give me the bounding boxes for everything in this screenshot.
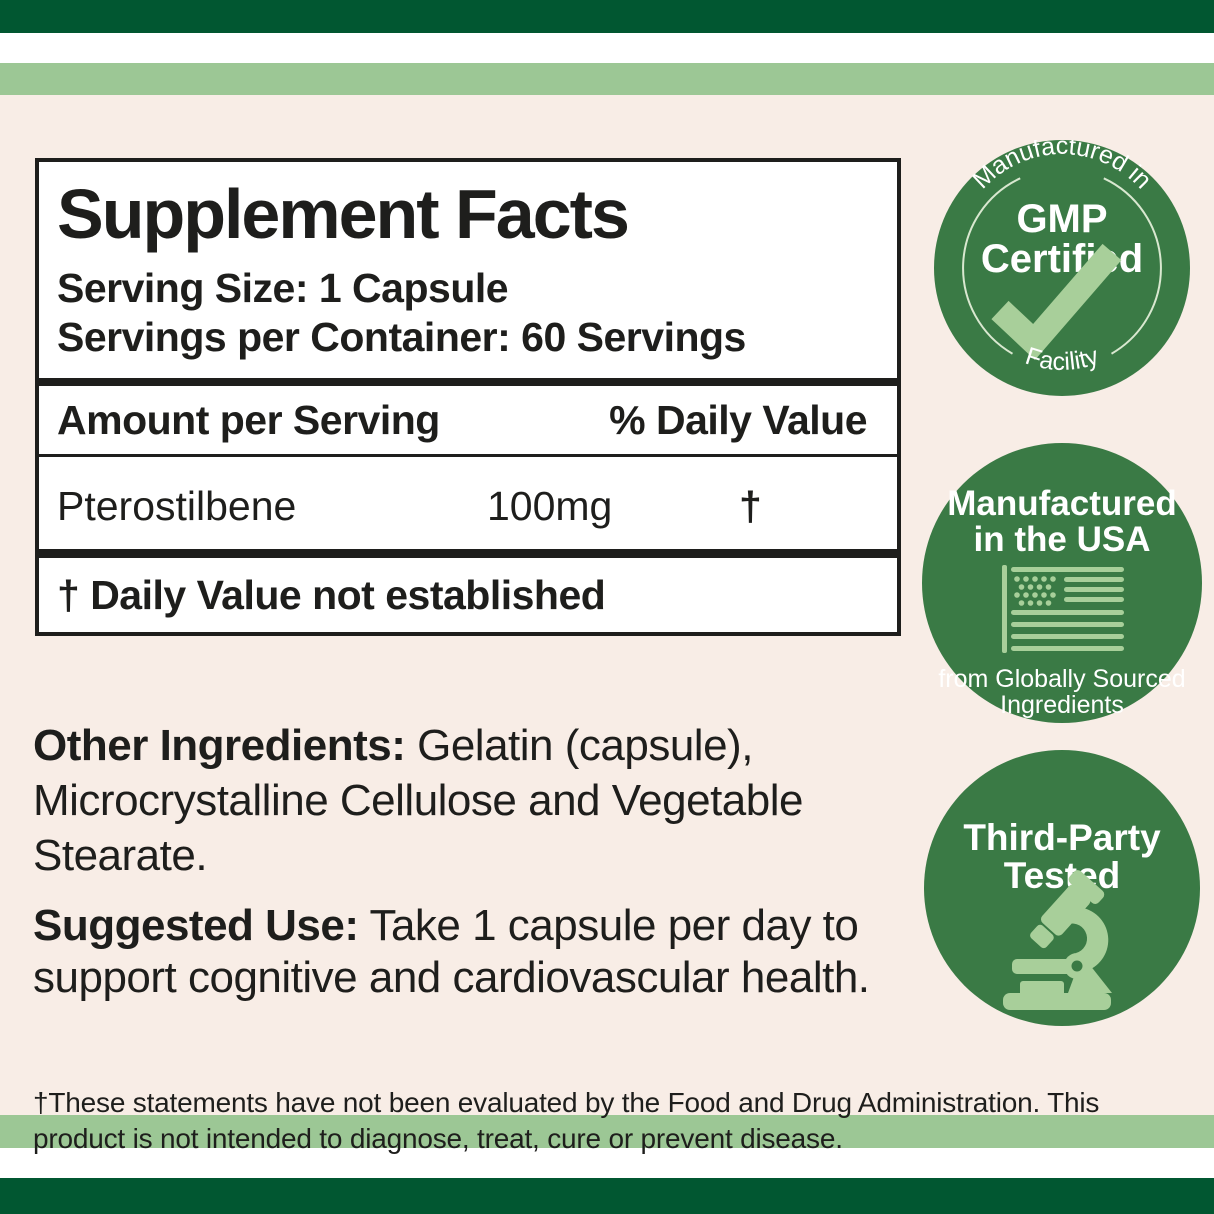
- suggested-use-text: Take 1 capsule per day to support cognit…: [33, 901, 870, 1002]
- servings-per-container-line: Servings per Container: 60 Servings: [57, 314, 746, 360]
- usa-flag-icon: [1002, 565, 1124, 653]
- supplement-facts-title: Supplement Facts: [57, 175, 630, 253]
- microscope-icon: [1003, 870, 1112, 1010]
- other-ingredients-text: Gelatin (capsule), Microcrystalline Cell…: [33, 721, 803, 880]
- gmp-line1: GMP: [1016, 197, 1107, 241]
- serving-size-line: Serving Size: 1 Capsule: [57, 265, 509, 311]
- ingredient-daily-value: †: [739, 483, 762, 529]
- suggested-use-paragraph: Suggested Use: Take 1 capsule per day to…: [33, 900, 893, 1004]
- gmp-badge-graphic: Manufactured in GMP Certified Facility: [934, 140, 1190, 396]
- top-light-green-bar: [0, 63, 1214, 95]
- ingredient-row: Pterostilbene 100mg †: [39, 457, 897, 549]
- usa-line1: Manufactured: [947, 484, 1176, 523]
- tested-line2: Tested: [1004, 855, 1121, 896]
- bottom-light-green-bar: [0, 1115, 1214, 1148]
- usa-badge-graphic: Manufactured in the USA from Globally So…: [922, 443, 1202, 723]
- other-ingredients-label: Other Ingredients:: [33, 721, 406, 770]
- usa-sub-line2: Ingredients: [1000, 691, 1124, 719]
- usa-sub-line1: from Globally Sourced: [938, 665, 1185, 693]
- daily-value-footnote: † Daily Value not established: [57, 571, 606, 618]
- bottom-dark-green-bar: [0, 1178, 1214, 1214]
- other-ingredients-paragraph: Other Ingredients: Gelatin (capsule), Mi…: [33, 718, 843, 883]
- divider: [39, 378, 897, 386]
- gmp-certified-badge: Manufactured in GMP Certified Facility: [934, 140, 1190, 396]
- ingredient-name: Pterostilbene: [57, 483, 297, 529]
- made-in-usa-badge: Manufactured in the USA from Globally So…: [922, 443, 1202, 723]
- bottom-white-bar: [0, 1148, 1214, 1178]
- divider: [39, 454, 897, 457]
- suggested-use-label: Suggested Use:: [33, 901, 359, 950]
- amount-per-serving-header: Amount per Serving: [57, 396, 440, 443]
- top-white-bar: [0, 33, 1214, 63]
- top-dark-green-bar: [0, 0, 1214, 33]
- tested-line1: Third-Party: [963, 817, 1161, 858]
- checkmark-icon: [991, 243, 1122, 361]
- supplement-facts-header-section: Supplement Facts Serving Size: 1 Capsule…: [39, 162, 897, 362]
- supplement-facts-panel: Supplement Facts Serving Size: 1 Capsule…: [35, 158, 901, 636]
- third-party-tested-badge: Third-Party Tested: [924, 750, 1200, 1026]
- tested-badge-graphic: Third-Party Tested: [924, 750, 1200, 1026]
- ingredient-amount: 100mg: [487, 483, 613, 529]
- fda-disclaimer: †These statements have not been evaluate…: [33, 1087, 1100, 1154]
- usa-line2: in the USA: [974, 520, 1151, 559]
- facts-column-header-row: Amount per Serving % Daily Value: [39, 386, 897, 454]
- daily-value-header: % Daily Value: [609, 396, 867, 443]
- divider: [39, 549, 897, 558]
